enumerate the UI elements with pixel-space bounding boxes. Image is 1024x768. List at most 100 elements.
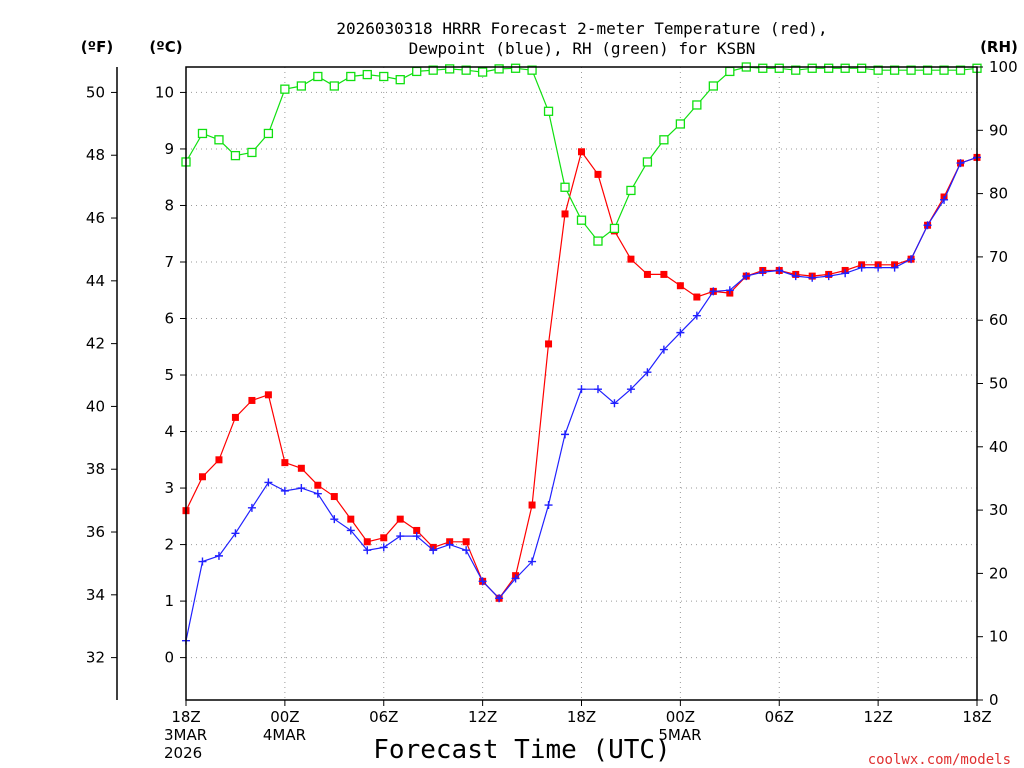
rh-point [906, 65, 916, 75]
dewpoint-point [956, 159, 965, 168]
dewpoint-point [478, 577, 487, 586]
dewpoint-point [363, 546, 372, 555]
rh-point [824, 63, 834, 73]
dewpoint-point [841, 269, 850, 278]
rh-point [263, 128, 274, 139]
celsius-tick-label: 10 [155, 83, 174, 101]
dewpoint-point [445, 540, 454, 549]
dewpoint-point [692, 311, 701, 320]
dewpoint-point [297, 484, 306, 493]
x-tick-label: 00Z [270, 708, 299, 726]
fahrenheit-unit-label: (ºF) [81, 38, 113, 56]
rh-tick-label: 80 [989, 185, 1008, 203]
dewpoint-point [907, 255, 916, 264]
temperature-point [314, 481, 322, 489]
plot-frame [185, 66, 978, 701]
temperature-point [363, 538, 371, 546]
rh-tick-label: 40 [989, 438, 1008, 456]
fahrenheit-tick-label: 46 [86, 209, 105, 227]
fahrenheit-tick-label: 50 [86, 83, 105, 101]
x-tick-label: 06Z [369, 708, 398, 726]
temperature-point [627, 255, 635, 263]
dewpoint-point [264, 478, 273, 487]
rh-point [659, 135, 669, 145]
rh-point [922, 65, 933, 75]
dewpoint-point [676, 328, 685, 337]
dewpoint-point [610, 399, 619, 408]
x-tick-label: 18Z [962, 708, 991, 726]
temperature-point [660, 270, 668, 278]
rh-tick-label: 30 [989, 501, 1008, 519]
rh-point [840, 63, 850, 73]
dewpoint-point [198, 557, 207, 566]
dewpoint-point [940, 195, 949, 204]
dewpoint-point [709, 287, 718, 296]
dewpoint-point [659, 345, 668, 354]
rh-point [230, 150, 241, 161]
dewpoint-point [379, 543, 388, 552]
rh-point [329, 81, 339, 91]
temperature-point [528, 501, 536, 509]
rh-point [280, 84, 290, 94]
rh-point [494, 64, 504, 74]
rh-point [576, 215, 587, 225]
celsius-tick-label: 9 [164, 140, 174, 158]
dewpoint-point [890, 263, 899, 272]
dewpoint-point [313, 489, 322, 498]
rh-point [510, 63, 521, 73]
dewpoint-point [775, 266, 784, 275]
dewpoint-point [857, 263, 866, 272]
rh-tick-label: 0 [989, 691, 999, 709]
dewpoint-point [412, 532, 421, 541]
rh-point [296, 81, 307, 91]
rh-point [247, 147, 257, 158]
dewpoint-point [247, 503, 256, 512]
rh-unit-label: (RH) [980, 38, 1018, 56]
temperature-point [330, 493, 338, 501]
x-tick-label: 06Z [765, 708, 794, 726]
dewpoint-point [231, 529, 240, 538]
rh-point [791, 65, 801, 75]
rh-point [445, 64, 455, 74]
rh-point [692, 100, 702, 110]
temperature-point [198, 473, 206, 481]
x-tick-label: 12Z [863, 708, 892, 726]
dewpoint-point [791, 272, 800, 281]
rh-point [873, 65, 883, 75]
rh-point [626, 185, 636, 196]
temperature-point [676, 282, 684, 290]
x-tick-label: 2026 [164, 744, 202, 762]
temperature-point [594, 170, 602, 178]
rh-point [543, 106, 554, 116]
watermark: coolwx.com/models [868, 752, 1011, 768]
fahrenheit-tick-label: 44 [86, 272, 105, 290]
rh-point [856, 63, 867, 73]
celsius-tick-label: 4 [164, 423, 174, 441]
rh-point [955, 65, 966, 75]
rh-point [758, 63, 768, 73]
chart-title-line-2: Dewpoint (blue), RH (green) for KSBN [409, 39, 756, 58]
rh-tick-label: 100 [989, 58, 1018, 76]
dewpoint-point [346, 526, 355, 535]
fahrenheit-tick-label: 34 [86, 586, 105, 604]
dewpoint-point [923, 221, 932, 230]
celsius-tick-label: 5 [164, 366, 174, 384]
dewpoint-point [462, 546, 471, 555]
rh-tick-label: 10 [989, 628, 1008, 646]
celsius-tick-label: 2 [164, 536, 174, 554]
rh-point [939, 65, 949, 75]
x-tick-label: 00Z [666, 708, 695, 726]
dewpoint-point [824, 272, 833, 281]
rh-point [395, 75, 405, 85]
dewpoint-point [561, 430, 570, 439]
data-series [181, 62, 982, 645]
temperature-point [380, 534, 388, 542]
rh-point [428, 65, 438, 75]
rh-point [197, 128, 208, 139]
temperature-point [413, 526, 421, 534]
axes: 0123456789103234363840424446485001020304… [86, 58, 1018, 762]
rh-point [807, 63, 817, 73]
celsius-tick-label: 7 [164, 253, 174, 271]
x-tick-label: 4MAR [263, 726, 306, 744]
